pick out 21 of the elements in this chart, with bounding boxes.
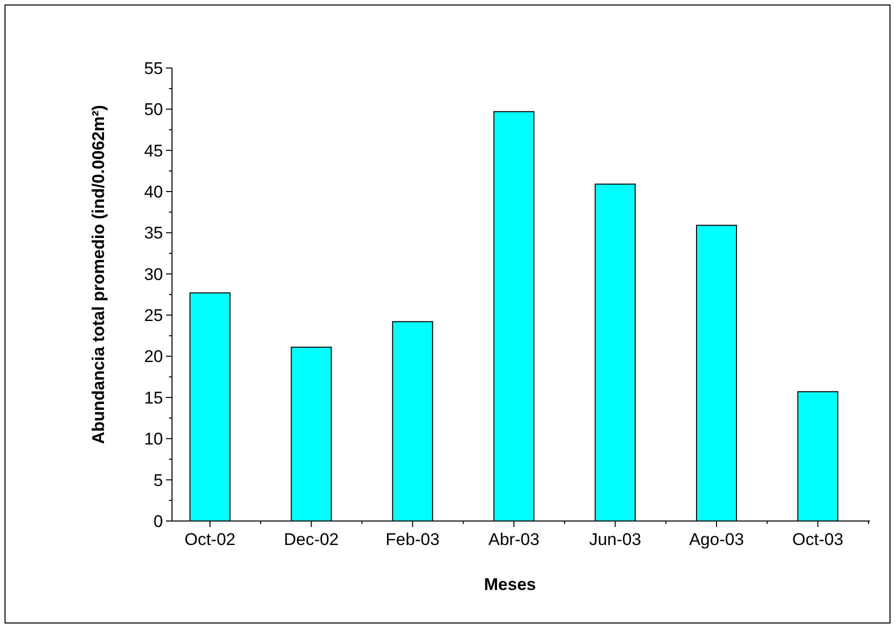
y-tick-label: 10 bbox=[144, 430, 163, 449]
y-tick-label: 25 bbox=[144, 306, 163, 326]
y-tick-label: 20 bbox=[144, 347, 163, 366]
y-tick-label: 15 bbox=[144, 388, 163, 408]
y-tick-label: 30 bbox=[144, 264, 163, 284]
x-tick-label: Ago-03 bbox=[689, 530, 744, 549]
y-tick-label: 0 bbox=[154, 512, 163, 531]
x-tick-label: Dec-02 bbox=[284, 530, 339, 549]
x-axis-title: Meses bbox=[484, 575, 536, 594]
y-tick-label: 45 bbox=[144, 141, 163, 160]
x-tick-label: Feb-03 bbox=[386, 530, 440, 549]
y-tick-label: 55 bbox=[144, 58, 163, 78]
x-tick-label: Jun-03 bbox=[589, 530, 642, 549]
y-tick-label: 5 bbox=[154, 470, 163, 490]
y-tick-label: 50 bbox=[144, 100, 163, 120]
x-tick-label: Abr-03 bbox=[488, 530, 540, 549]
y-tick-label: 35 bbox=[144, 224, 163, 243]
y-axis-title: Abundancia total promedio (ind/0.0062m²) bbox=[89, 104, 108, 444]
y-tick-label: 40 bbox=[144, 182, 163, 202]
x-tick-label: Oct-02 bbox=[184, 530, 236, 549]
x-tick-label: Oct-03 bbox=[792, 530, 844, 549]
